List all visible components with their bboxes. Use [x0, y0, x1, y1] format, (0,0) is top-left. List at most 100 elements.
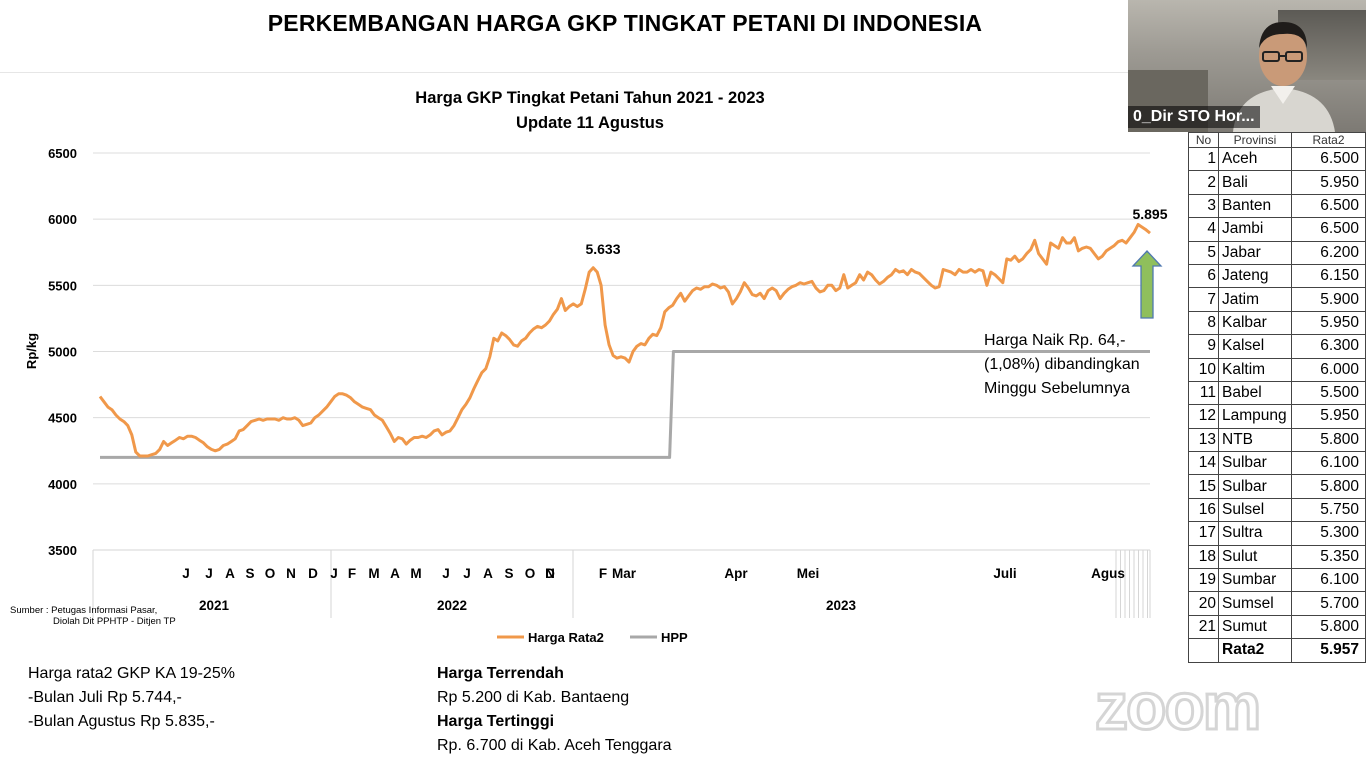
price-line-chart: Harga GKP Tingkat Petani Tahun 2021 - 20… [10, 89, 1168, 645]
province-average: 5.700 [1291, 591, 1366, 616]
province-average: 5.800 [1291, 474, 1366, 499]
province-number: 8 [1188, 310, 1219, 336]
month-label: J [463, 566, 471, 581]
y-tick-label: 6000 [48, 212, 77, 227]
lowest-price-text: Rp 5.200 di Kab. Bantaeng [437, 689, 630, 706]
month-label: A [483, 566, 493, 581]
province-number: 9 [1188, 334, 1219, 359]
participant-video-tile[interactable]: 0_Dir STO Hor... [1128, 0, 1366, 132]
year-label: 2021 [199, 598, 230, 613]
province-number: 16 [1188, 497, 1219, 523]
province-name: Jabar [1218, 240, 1292, 265]
month-label: J [205, 566, 213, 581]
month-label: F [348, 566, 356, 581]
y-tick-label: 3500 [48, 543, 77, 558]
increase-arrow-icon [1131, 250, 1163, 319]
table-header-province: Provinsi [1218, 132, 1292, 148]
table-row: 17 Sultra 5.300 [1188, 521, 1366, 546]
province-number: 12 [1188, 404, 1219, 429]
table-row: 12 Lampung 5.950 [1188, 404, 1366, 429]
legend-label-hpp: HPP [661, 630, 688, 645]
province-name: Sumbar [1218, 568, 1292, 593]
month-label: A [390, 566, 400, 581]
province-number: 2 [1188, 170, 1219, 195]
province-average: 6.000 [1291, 357, 1366, 382]
province-name: Sulbar [1218, 451, 1292, 476]
province-average: 5.900 [1291, 287, 1366, 312]
month-label: Mei [797, 566, 820, 581]
province-average: 5.750 [1291, 497, 1366, 523]
hpp-line [100, 350, 1150, 459]
table-row: 20 Sumsel 5.700 [1188, 591, 1366, 616]
province-number: 18 [1188, 544, 1219, 570]
province-name: Lampung [1218, 404, 1292, 429]
highest-price-text: Rp. 6.700 di Kab. Aceh Tenggara [437, 737, 672, 754]
province-number: 10 [1188, 357, 1219, 382]
province-name: Sulbar [1218, 474, 1292, 499]
source-line-1: Sumber : Petugas Informasi Pasar, [10, 605, 157, 616]
province-number: 5 [1188, 240, 1219, 265]
province-name: Sumut [1218, 614, 1292, 640]
province-number: 13 [1188, 427, 1219, 453]
table-header-no: No [1188, 132, 1219, 148]
month-label: D [545, 566, 555, 581]
table-row: 8 Kalbar 5.950 [1188, 310, 1366, 336]
table-total-value: 5.957 [1291, 638, 1366, 663]
month-label: S [504, 566, 513, 581]
province-name: Jambi [1218, 217, 1292, 242]
notes-average: Harga rata2 GKP KA 19-25% -Bulan Juli Rp… [28, 662, 235, 734]
y-tick-label: 5000 [48, 345, 77, 360]
month-label: J [330, 566, 338, 581]
notes-extremes: Harga Terrendah Rp 5.200 di Kab. Bantaen… [437, 662, 672, 758]
month-label: Mar [612, 566, 637, 581]
note-average-line-3: -Bulan Agustus Rp 5.835,- [28, 713, 215, 730]
province-average: 5.950 [1291, 170, 1366, 195]
month-label: N [286, 566, 296, 581]
chart-title: Harga GKP Tingkat Petani Tahun 2021 - 20… [415, 89, 764, 107]
table-header-average: Rata2 [1291, 132, 1366, 148]
month-label: J [442, 566, 450, 581]
note-average-line-1: Harga rata2 GKP KA 19-25% [28, 665, 235, 682]
province-number: 19 [1188, 568, 1219, 593]
year-label: 2022 [437, 598, 467, 613]
province-average: 5.300 [1291, 521, 1366, 546]
province-average: 5.800 [1291, 614, 1366, 640]
province-average: 6.200 [1291, 240, 1366, 265]
y-tick-labels: 6500 6000 5500 5000 4500 4000 3500 [48, 146, 77, 558]
province-name: Jateng [1218, 263, 1292, 289]
province-name: Sulsel [1218, 497, 1292, 523]
y-axis-label: Rp/kg [24, 333, 39, 369]
y-tick-label: 6500 [48, 146, 77, 161]
year-label: 2023 [826, 598, 857, 613]
province-number: 4 [1188, 217, 1219, 242]
province-name: Sultra [1218, 521, 1292, 546]
province-average: 5.500 [1291, 380, 1366, 406]
month-label: F [599, 566, 607, 581]
highest-price-title: Harga Tertinggi [437, 713, 555, 730]
table-row: 15 Sulbar 5.800 [1188, 474, 1366, 499]
peak-value-label: 5.633 [585, 241, 620, 257]
table-row: 2 Bali 5.950 [1188, 170, 1366, 195]
month-label: O [525, 566, 536, 581]
province-number: 20 [1188, 591, 1219, 616]
note-line-3: Minggu Sebelumnya [984, 380, 1130, 397]
month-label: M [410, 566, 421, 581]
province-name: Aceh [1218, 146, 1292, 172]
month-label: M [368, 566, 379, 581]
province-name: Kalbar [1218, 310, 1292, 336]
table-row: 19 Sumbar 6.100 [1188, 568, 1366, 593]
y-tick-label: 4500 [48, 411, 77, 426]
hpp-series [100, 350, 1150, 459]
province-number: 15 [1188, 474, 1219, 499]
table-row: 7 Jatim 5.900 [1188, 287, 1366, 312]
province-number: 21 [1188, 614, 1219, 640]
province-average: 5.350 [1291, 544, 1366, 570]
province-number: 3 [1188, 193, 1219, 219]
y-tick-label: 4000 [48, 477, 77, 492]
table-row: 11 Babel 5.500 [1188, 380, 1366, 406]
month-label: Agus [1091, 566, 1125, 581]
province-name: Kalsel [1218, 334, 1292, 359]
harga-series [98, 223, 1151, 458]
table-row: 1 Aceh 6.500 [1188, 146, 1366, 172]
source-line-2: Diolah Dit PPHTP - Ditjen TP [53, 616, 176, 627]
